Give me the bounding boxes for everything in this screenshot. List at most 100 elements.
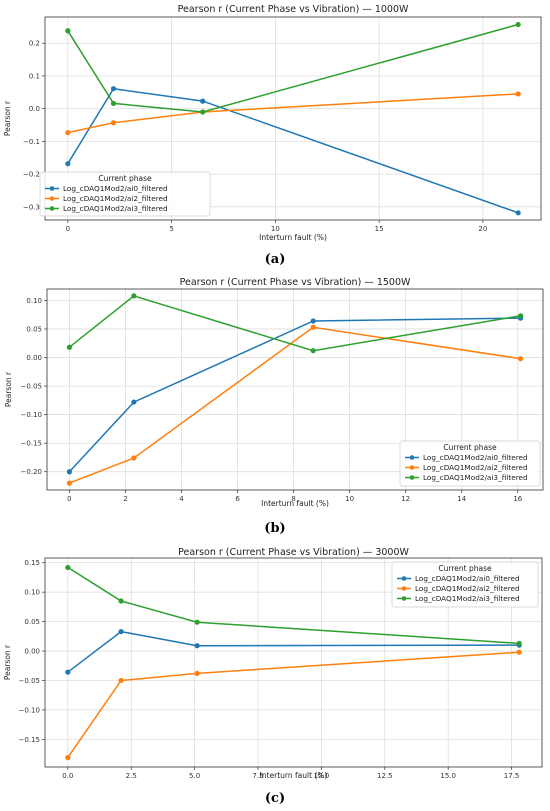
- legend-entry: Log_cDAQ1Mod2/ai0_filtered: [423, 453, 528, 462]
- series-line-0: [67, 87, 519, 214]
- data-point: [194, 619, 200, 625]
- y-tick-label: −0.2: [23, 171, 40, 179]
- x-tick-label: 10.0: [314, 772, 330, 780]
- legend-marker: [401, 596, 407, 601]
- plot-frame: [44, 16, 542, 221]
- legend-marker: [409, 475, 415, 480]
- chart-title: Pearson r (Current Phase vs Vibration) —…: [178, 4, 409, 15]
- data-point: [515, 91, 521, 97]
- x-tick-label: 4: [179, 495, 184, 503]
- y-axis-label: Pearson r: [3, 644, 12, 680]
- legend-marker: [49, 196, 55, 201]
- data-point: [65, 564, 71, 571]
- data-point: [515, 210, 521, 216]
- legend-marker: [409, 465, 415, 470]
- y-tick-label: −0.05: [21, 383, 42, 391]
- x-tick-label: 5.0: [189, 772, 200, 780]
- y-tick-label: −0.20: [21, 468, 42, 476]
- x-tick-label: 15: [375, 225, 384, 233]
- x-tick-label: 6: [235, 495, 240, 503]
- legend-title: Current phase: [443, 443, 497, 452]
- legend-entry: Log_cDAQ1Mod2/ai3_filtered: [423, 473, 528, 482]
- y-tick-label: −0.15: [21, 440, 42, 448]
- series-line-0: [67, 630, 520, 673]
- legend-title: Current phase: [438, 564, 492, 573]
- x-tick-label: 8: [291, 495, 295, 503]
- legend-entry: Log_cDAQ1Mod2/ai2_filtered: [423, 463, 528, 472]
- series-line-2: [67, 23, 519, 113]
- plot-frame: [44, 557, 543, 768]
- x-tick-label: 0.0: [62, 772, 73, 780]
- y-tick-label: −0.10: [19, 706, 40, 714]
- y-axis-label: Pearson r: [3, 100, 12, 136]
- data-point: [200, 109, 206, 115]
- x-tick-label: 2.5: [126, 772, 137, 780]
- legend-title: Current phase: [98, 174, 152, 183]
- data-point: [517, 313, 524, 319]
- x-tick-label: 10: [345, 495, 354, 503]
- data-point: [516, 649, 522, 655]
- data-point: [65, 669, 71, 675]
- y-tick-label: 0.15: [24, 559, 40, 567]
- data-point: [65, 754, 71, 761]
- data-point: [65, 129, 71, 136]
- data-point: [194, 670, 200, 676]
- x-tick-label: 0: [67, 495, 71, 503]
- y-tick-label: −0.10: [21, 411, 42, 419]
- legend-entry: Log_cDAQ1Mod2/ai2_filtered: [415, 584, 520, 593]
- x-tick-label: 0: [66, 225, 70, 233]
- y-tick-label: 0.05: [26, 325, 42, 333]
- y-tick-label: 0.00: [26, 354, 42, 362]
- legend-box: [391, 561, 539, 608]
- data-point: [131, 455, 137, 461]
- x-tick-label: 15.0: [440, 772, 456, 780]
- panel-caption: (a): [265, 252, 286, 267]
- legend-box: [399, 440, 541, 487]
- data-point: [110, 86, 117, 92]
- data-point: [516, 640, 522, 646]
- data-point: [118, 598, 124, 604]
- legend-entry: Log_cDAQ1Mod2/ai3_filtered: [415, 594, 520, 603]
- y-tick-label: −0.15: [19, 736, 40, 744]
- series-line-1: [69, 326, 521, 484]
- legend: Current phaseLog_cDAQ1Mod2/ai0_filteredL…: [39, 171, 211, 217]
- series-line-2: [68, 295, 521, 352]
- series-line-0: [68, 317, 521, 473]
- data-point: [65, 161, 71, 167]
- chart-title: Pearson r (Current Phase vs Vibration) —…: [178, 547, 409, 558]
- data-point: [517, 356, 524, 362]
- legend-marker: [49, 206, 55, 211]
- y-tick-label: 0.1: [29, 72, 40, 80]
- y-tick-label: −0.05: [19, 677, 40, 685]
- data-point: [194, 643, 200, 649]
- y-tick-label: −0.1: [23, 138, 40, 146]
- chart-panel-b: 0 2 4 6 8 10 12 14 16 −0.20 −0.15 −0.10 −0.05 0.00 0.0…: [4, 277, 544, 536]
- x-tick-label: 5: [169, 225, 173, 233]
- legend-marker: [401, 576, 407, 581]
- legend-box: [39, 171, 211, 217]
- data-point: [66, 469, 73, 475]
- data-point: [310, 348, 316, 354]
- x-tick-label: 2: [123, 495, 127, 503]
- x-tick-label: 16: [513, 495, 522, 503]
- y-tick-label: −0.3: [23, 203, 40, 211]
- legend-marker: [401, 586, 407, 591]
- chart-panel-a: 0 5 10 15 20 −0.3 −0.2 −0.1 0.0 0.1 0.2 Pearson r (…: [3, 4, 542, 267]
- series-line-2: [67, 566, 520, 645]
- y-tick-label: 0.10: [24, 589, 40, 597]
- data-point: [131, 293, 137, 299]
- x-tick-label: 7.5: [252, 772, 263, 780]
- x-tick-label: 17.5: [504, 772, 520, 780]
- data-point: [65, 28, 71, 34]
- y-tick-label: 0.00: [24, 648, 40, 656]
- data-point: [66, 344, 73, 350]
- x-tick-label: 12: [401, 495, 410, 503]
- legend-entry: Log_cDAQ1Mod2/ai0_filtered: [415, 574, 520, 583]
- data-point: [200, 98, 206, 104]
- y-tick-label: 0.10: [26, 297, 42, 305]
- series-line-1: [67, 651, 520, 759]
- legend-entry: Log_cDAQ1Mod2/ai2_filtered: [63, 194, 168, 203]
- x-tick-label: 14: [457, 495, 466, 503]
- chart-title: Pearson r (Current Phase vs Vibration) —…: [180, 277, 411, 288]
